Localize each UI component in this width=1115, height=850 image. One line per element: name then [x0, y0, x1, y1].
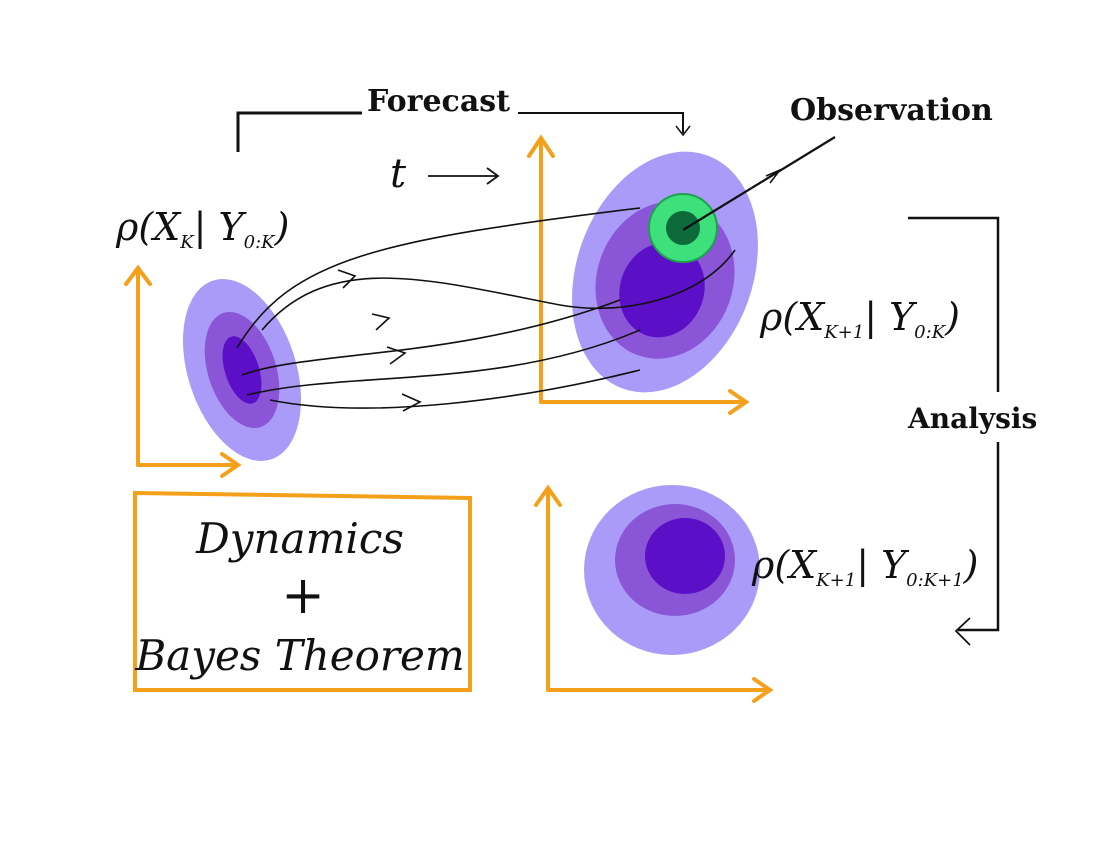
observation-marker — [648, 193, 718, 263]
forecast-inner-contour — [619, 242, 705, 338]
svg-text:ρ(XK| Y0:K): ρ(XK| Y0:K) — [115, 205, 289, 253]
trajectory-3 — [246, 329, 641, 396]
forecast-label: Forecast — [367, 84, 510, 119]
forecast-density — [572, 151, 758, 393]
box-line-bayes: Bayes Theorem — [134, 631, 464, 680]
prior-axes — [124, 264, 242, 478]
time-arrow — [428, 167, 500, 185]
prior-inner-contour — [222, 336, 262, 404]
forecast-density-label: ρ(XK+1| Y0:K) — [759, 295, 960, 343]
observation-inner — [666, 211, 700, 245]
observation-pointer — [682, 136, 836, 231]
forecast-axes — [527, 134, 750, 415]
analysis-bracket — [908, 216, 1000, 646]
trajectory-5 — [261, 249, 736, 331]
trajectory-arrow-1 — [337, 269, 357, 289]
analysis-density-label: ρ(XK+1| Y0:K+1) — [751, 543, 979, 591]
prior-density — [182, 279, 302, 461]
observation-label: Observation — [790, 93, 993, 128]
analysis-label: Analysis — [907, 402, 1037, 435]
analysis-inner-contour — [645, 518, 725, 594]
time-symbol: t — [390, 151, 407, 197]
forecast-bracket — [236, 111, 691, 152]
trajectory-arrow-2 — [371, 313, 391, 331]
trajectory-arrow-3 — [386, 346, 407, 365]
analysis-density — [584, 485, 760, 655]
box-line-dynamics: Dynamics — [195, 514, 404, 563]
trajectories — [236, 207, 736, 412]
analysis-axes — [534, 484, 774, 703]
trajectory-1 — [236, 207, 641, 349]
trajectory-4 — [269, 369, 641, 409]
svg-text:ρ(XK+1| Y0:K+1): ρ(XK+1| Y0:K+1) — [751, 543, 979, 591]
prior-density-label: ρ(XK| Y0:K) — [115, 205, 289, 253]
box-line-plus: + — [281, 566, 325, 626]
svg-text:ρ(XK+1| Y0:K): ρ(XK+1| Y0:K) — [759, 295, 960, 343]
trajectory-2 — [241, 299, 621, 376]
method-box: Dynamics + Bayes Theorem — [133, 490, 472, 692]
trajectory-arrow-4 — [401, 393, 422, 412]
